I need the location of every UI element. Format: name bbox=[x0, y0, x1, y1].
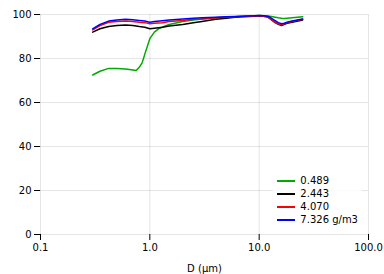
svg-text:1.0: 1.0 bbox=[142, 242, 158, 253]
html-text:7.326 g/m3: 7.326 g/m3 bbox=[300, 214, 358, 225]
html-text:2.443: 2.443 bbox=[300, 188, 329, 199]
svg-text:100.0: 100.0 bbox=[354, 242, 383, 253]
svg-text:100: 100 bbox=[12, 9, 31, 20]
svg-text:D (µm): D (µm) bbox=[187, 263, 222, 274]
svg-text:10.0: 10.0 bbox=[248, 242, 270, 253]
svg-text:80: 80 bbox=[19, 53, 32, 64]
svg-text:20: 20 bbox=[19, 185, 32, 196]
html-text:0.489: 0.489 bbox=[300, 175, 329, 186]
svg-text:0.1: 0.1 bbox=[33, 242, 49, 253]
svg-text:40: 40 bbox=[19, 141, 32, 152]
html-text:4.070: 4.070 bbox=[300, 201, 329, 212]
svg-text:60: 60 bbox=[19, 97, 32, 108]
svg-text:0: 0 bbox=[25, 229, 31, 240]
